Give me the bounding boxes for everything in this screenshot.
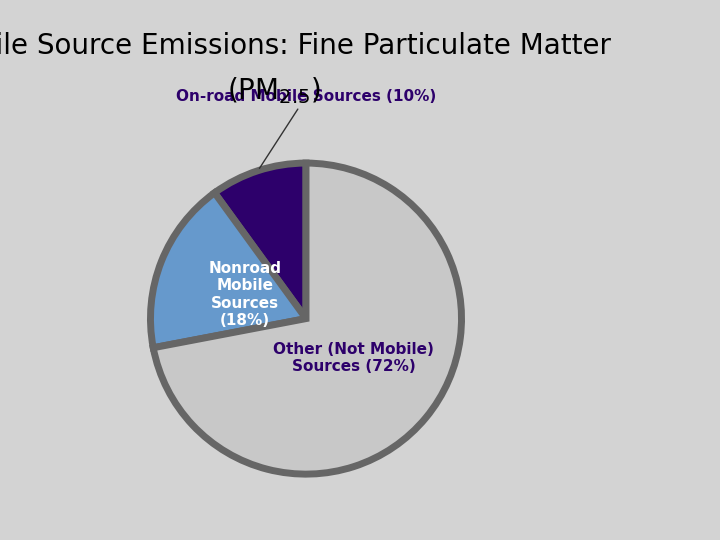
Text: Mobile Source Emissions: Fine Particulate Matter: Mobile Source Emissions: Fine Particulat… (0, 32, 611, 60)
Text: On-road Mobile Sources (10%): On-road Mobile Sources (10%) (176, 89, 436, 168)
Wedge shape (153, 163, 462, 474)
Wedge shape (150, 193, 306, 348)
Text: Nonroad
Mobile
Sources
(18%): Nonroad Mobile Sources (18%) (209, 261, 282, 328)
Text: (PM$_{2.5}$): (PM$_{2.5}$) (227, 76, 320, 106)
Text: Other (Not Mobile)
Sources (72%): Other (Not Mobile) Sources (72%) (274, 342, 434, 374)
Wedge shape (215, 163, 306, 319)
